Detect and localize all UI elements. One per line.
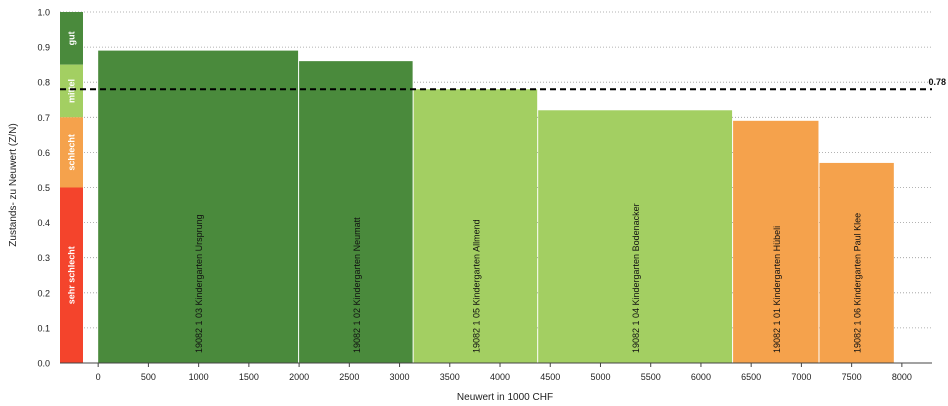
y-tick-label: 0.9 [37, 43, 50, 53]
y-tick-label: 0.2 [37, 288, 50, 298]
bar-label: 19082 1 02 Kindergarten Neumatt [352, 217, 362, 353]
x-tick-label: 1500 [239, 372, 259, 382]
y-tick-label: 0.3 [37, 253, 50, 263]
bar-label: 19082 1 04 Kindergarten Bodenacker [631, 203, 641, 353]
x-tick-label: 3000 [390, 372, 410, 382]
bar [299, 61, 413, 363]
x-tick-label: 500 [141, 372, 156, 382]
bar-label: 19082 1 01 Kindergarten Hübeli [772, 226, 782, 353]
y-tick-label: 0.1 [37, 323, 50, 333]
x-tick-label: 7500 [842, 372, 862, 382]
x-axis-label: Neuwert in 1000 CHF [457, 392, 553, 403]
y-tick-label: 0.6 [37, 148, 50, 158]
reference-line-label: 0.78 [928, 77, 946, 87]
x-tick-label: 8000 [892, 372, 912, 382]
condition-band-label: mittel [67, 79, 77, 103]
x-tick-label: 5000 [590, 372, 610, 382]
condition-band-label: schlecht [67, 134, 77, 171]
x-tick-label: 7000 [791, 372, 811, 382]
x-tick-label: 4000 [490, 372, 510, 382]
condition-band [60, 117, 83, 188]
x-tick-label: 6500 [741, 372, 761, 382]
condition-band-strip: gut mittel schlecht sehr schlecht [60, 12, 83, 363]
y-tick-label: 0.7 [37, 113, 50, 123]
x-tick-label: 5500 [641, 372, 661, 382]
x-tick-label: 0 [96, 372, 101, 382]
bar-label: 19082 1 05 Kindergarten Allmend [471, 219, 481, 353]
bar [413, 89, 538, 363]
bar [733, 120, 819, 363]
x-tick-label: 2000 [289, 372, 309, 382]
x-axis: 0 500 1000 1500 2000 2500 3000 3500 4000 4500 5000… [60, 362, 932, 382]
condition-band [60, 187, 83, 363]
x-tick-label: 3500 [440, 372, 460, 382]
y-tick-label: 1.0 [37, 8, 50, 18]
x-tick-label: 4500 [540, 372, 560, 382]
x-tick-label: 2500 [339, 372, 359, 382]
bar-label: 19082 1 03 Kindergarten Ursprung [194, 214, 204, 353]
bar [98, 50, 299, 364]
bars: 19082 1 03 Kindergarten Ursprung 19082 1 … [98, 50, 894, 364]
bar [819, 162, 894, 363]
y-axis: 0.0 0.1 0.2 0.3 0.4 0.5 0.6 0.7 0.8 0.9 1.0 [37, 8, 50, 369]
y-tick-label: 0.8 [37, 78, 50, 88]
x-tick-label: 1000 [189, 372, 209, 382]
bar-label: 19082 1 06 Kindergarten Paul Klee [853, 213, 863, 353]
condition-band [60, 12, 83, 65]
y-tick-label: 0.5 [37, 183, 50, 193]
bar [538, 110, 733, 363]
condition-band [60, 64, 83, 118]
y-tick-label: 0.0 [37, 359, 50, 369]
y-tick-label: 0.4 [37, 218, 50, 228]
x-tick-label: 6000 [691, 372, 711, 382]
reference-line-group: 0.78 [60, 77, 946, 91]
y-axis-label: Zustands- zu Neuwert (Z/N) [8, 123, 19, 246]
condition-band-label: gut [67, 31, 77, 45]
condition-band-label: sehr schlecht [67, 246, 77, 304]
